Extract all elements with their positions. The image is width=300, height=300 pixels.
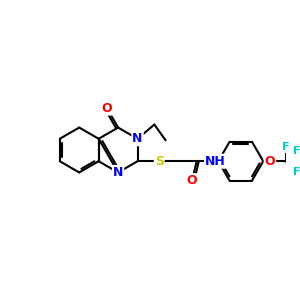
Text: O: O [102, 102, 112, 115]
Text: S: S [155, 155, 164, 168]
Text: N: N [113, 166, 123, 179]
Text: F: F [293, 146, 300, 156]
Text: NH: NH [205, 155, 226, 168]
Text: O: O [265, 155, 275, 168]
Text: F: F [282, 142, 290, 152]
Text: N: N [132, 132, 143, 145]
Text: O: O [187, 174, 197, 187]
Text: F: F [293, 167, 300, 177]
